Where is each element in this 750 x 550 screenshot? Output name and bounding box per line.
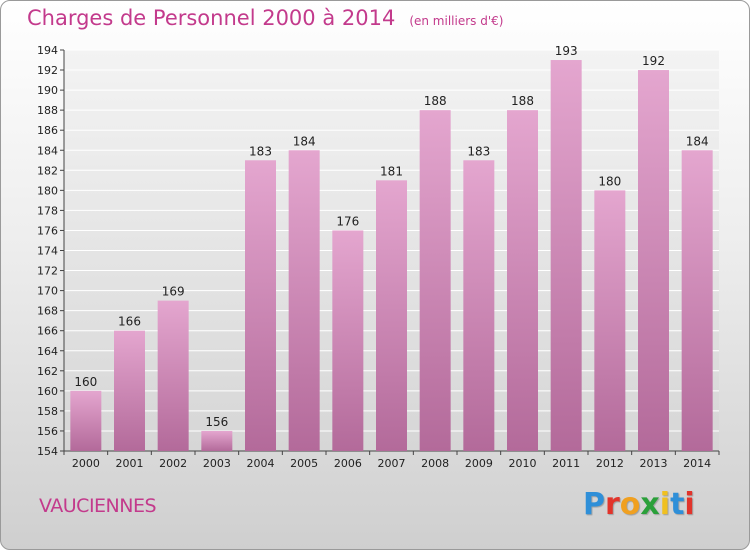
x-tick-label: 2000 (72, 457, 100, 470)
y-tick-label: 156 (37, 425, 58, 438)
x-tick-label: 2010 (509, 457, 537, 470)
bar-2010 (507, 110, 538, 452)
x-tick-label: 2013 (640, 457, 668, 470)
y-tick-label: 158 (37, 405, 58, 418)
logo-letter: o (619, 487, 641, 522)
y-tick-label: 190 (37, 84, 58, 97)
y-tick-label: 162 (37, 365, 58, 378)
data-label: 160 (74, 375, 97, 389)
bar-2009 (463, 160, 495, 451)
chart-subtitle: (en milliers d'€) (409, 14, 504, 28)
x-tick-label: 2009 (465, 457, 493, 470)
x-tick-label: 2002 (159, 457, 187, 470)
y-tick-label: 178 (37, 204, 58, 217)
x-tick-label: 2006 (334, 457, 362, 470)
x-tick-label: 2003 (203, 457, 231, 470)
bar-2002 (157, 300, 189, 451)
y-tick-label: 182 (37, 164, 58, 177)
bar-2003 (201, 430, 233, 451)
bar-2001 (114, 330, 145, 451)
data-label: 169 (162, 285, 185, 299)
x-tick-label: 2005 (290, 457, 318, 470)
x-tick-label: 2012 (596, 457, 624, 470)
bar-2013 (638, 70, 669, 452)
y-tick-label: 192 (37, 64, 58, 77)
y-tick-label: 168 (37, 305, 58, 318)
data-label: 181 (380, 164, 403, 178)
y-tick-label: 160 (37, 385, 58, 398)
y-tick-label: 174 (37, 245, 58, 258)
x-tick-label: 2008 (421, 457, 449, 470)
y-tick-label: 186 (37, 124, 58, 137)
bar-2008 (419, 110, 451, 452)
data-label: 184 (686, 134, 709, 148)
x-tick-label: 2011 (552, 457, 580, 470)
bar-2004 (245, 160, 276, 451)
data-label: 166 (118, 315, 141, 329)
data-label: 192 (642, 54, 665, 68)
logo-letter: x (640, 487, 660, 522)
chart-title: Charges de Personnel 2000 à 2014 (en mill… (27, 6, 503, 30)
data-label: 184 (293, 134, 316, 148)
y-tick-label: 184 (37, 144, 58, 157)
y-tick-label: 170 (37, 285, 58, 298)
bar-2006 (332, 230, 364, 451)
commune-name: VAUCIENNES (39, 495, 157, 517)
data-label: 156 (205, 415, 228, 429)
y-tick-label: 154 (37, 445, 58, 458)
x-tick-label: 2001 (116, 457, 144, 470)
data-label: 193 (555, 44, 578, 58)
data-label: 183 (249, 144, 272, 158)
bar-2012 (594, 190, 626, 451)
logo-letter: i (684, 487, 695, 522)
data-label: 176 (336, 214, 359, 228)
y-tick-label: 180 (37, 184, 58, 197)
data-label: 183 (467, 144, 490, 158)
y-tick-label: 166 (37, 325, 58, 338)
x-tick-label: 2014 (683, 457, 711, 470)
data-label: 188 (424, 94, 447, 108)
bar-2000 (70, 390, 102, 451)
bar-2007 (376, 180, 407, 451)
bar-2011 (550, 60, 582, 452)
bar-2005 (288, 150, 320, 451)
chart-title-text: Charges de Personnel 2000 à 2014 (27, 6, 396, 30)
data-label: 180 (598, 174, 621, 188)
logo-letter: i (659, 487, 671, 522)
logo-letter: t (670, 487, 685, 522)
y-tick-label: 176 (37, 224, 58, 237)
y-tick-label: 188 (37, 104, 58, 117)
y-tick-label: 194 (37, 44, 58, 57)
logo-letter: r (605, 487, 620, 522)
proxiti-logo: Proxiti (583, 487, 695, 522)
y-tick-label: 172 (37, 265, 58, 278)
y-tick-label: 164 (37, 345, 58, 358)
x-tick-label: 2007 (378, 457, 406, 470)
logo-letter: P (583, 487, 605, 522)
bar-2014 (681, 150, 713, 451)
data-label: 188 (511, 94, 534, 108)
x-tick-label: 2004 (247, 457, 275, 470)
